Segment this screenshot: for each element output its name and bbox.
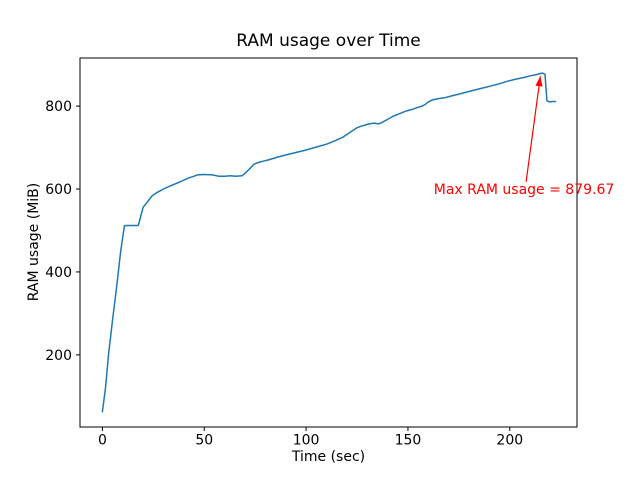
plot-border — [79, 57, 578, 428]
y-tick-label: 400 — [45, 265, 72, 281]
y-tick-label: 600 — [45, 182, 72, 198]
max-ram-annotation: Max RAM usage = 879.67 — [433, 181, 615, 198]
ram-usage-line — [101, 72, 557, 413]
chart-title: RAM usage over Time — [236, 31, 421, 51]
x-tick-label: 200 — [496, 433, 523, 449]
x-tick-label: 100 — [293, 433, 320, 449]
x-tick-label: 0 — [98, 433, 107, 449]
y-tick-label: 200 — [45, 348, 72, 364]
annotation-arrowhead — [535, 76, 543, 87]
x-axis-label: Time (sec) — [291, 449, 366, 465]
annotation-arrow — [525, 76, 541, 183]
x-tick-label: 150 — [395, 433, 422, 449]
x-tick-label: 50 — [195, 433, 213, 449]
y-axis-label: RAM usage (MiB) — [26, 182, 42, 302]
y-tick-label: 800 — [45, 99, 72, 115]
